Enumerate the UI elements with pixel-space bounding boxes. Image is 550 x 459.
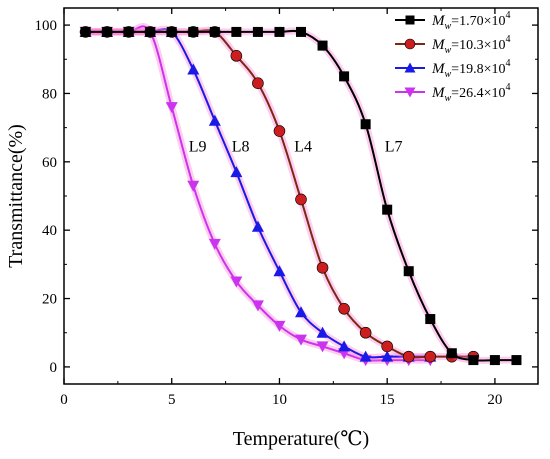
data-point-l7 <box>489 355 500 366</box>
y-tick-label: 60 <box>42 155 57 171</box>
data-point-l9 <box>251 300 264 312</box>
legend-label: Mw=10.3×104 <box>431 34 510 56</box>
data-point-l7 <box>123 26 134 37</box>
data-point-l7 <box>145 26 156 37</box>
data-point-l7 <box>296 26 306 37</box>
series-l7 <box>80 26 522 366</box>
data-point-l8 <box>251 220 264 232</box>
y-tick-label: 80 <box>42 86 57 102</box>
data-point-l7 <box>274 26 285 37</box>
data-point-l4 <box>338 302 350 315</box>
data-point-l9 <box>273 320 286 332</box>
data-point-l7 <box>339 71 350 82</box>
data-point-l8 <box>338 340 351 352</box>
data-point-l8 <box>359 350 372 362</box>
data-point-l9 <box>208 238 221 250</box>
data-point-l4 <box>295 193 307 206</box>
data-point-l7 <box>382 204 393 215</box>
data-point-l4 <box>402 350 415 363</box>
curve-label-l4: L4 <box>294 139 312 156</box>
data-point-l4 <box>230 50 243 62</box>
y-tick-label: 20 <box>42 292 57 308</box>
data-point-l9 <box>165 102 178 114</box>
legend-label: Mw=19.8×104 <box>431 58 510 80</box>
data-point-l7 <box>511 355 522 366</box>
data-point-l7 <box>80 26 91 37</box>
data-point-l8 <box>187 63 200 75</box>
curve-label-l8: L8 <box>232 139 250 156</box>
data-point-l7 <box>188 26 199 37</box>
data-point-l4 <box>381 340 393 353</box>
y-axis-label: Transmittance(%) <box>5 124 27 268</box>
data-point-l8 <box>273 265 286 277</box>
legend: Mw=1.70×104Mw=10.3×104Mw=19.8×104Mw=26.4… <box>395 10 510 104</box>
y-tick-label: 40 <box>42 223 57 239</box>
legend-marker <box>405 15 415 25</box>
data-point-l9 <box>187 180 200 192</box>
series-l4 <box>79 26 480 363</box>
data-point-l7 <box>252 26 263 37</box>
x-axis-label: Temperature(℃) <box>233 428 369 450</box>
data-point-l7 <box>403 266 414 277</box>
legend-marker <box>404 38 416 50</box>
x-tick-label: 15 <box>380 392 395 408</box>
legend-label: Mw=1.70×104 <box>431 10 510 32</box>
data-point-l4 <box>252 77 264 89</box>
legend-marker <box>404 87 416 98</box>
curve-label-l9: L9 <box>189 139 207 156</box>
legend-item-l9: Mw=26.4×104 <box>395 82 510 104</box>
series-layer <box>79 22 522 367</box>
data-point-l8 <box>316 326 329 338</box>
data-point-l9 <box>230 276 243 288</box>
data-point-l7 <box>166 26 177 37</box>
legend-marker <box>404 62 416 73</box>
legend-item-l4: Mw=10.3×104 <box>395 34 510 56</box>
x-tick-label: 5 <box>168 392 176 408</box>
legend-item-l8: Mw=19.8×104 <box>395 58 510 80</box>
tick-marks <box>63 8 538 384</box>
data-point-l4 <box>273 125 286 137</box>
data-point-l8 <box>230 166 243 178</box>
legend-item-l7: Mw=1.70×104 <box>395 10 510 32</box>
data-point-l7 <box>102 26 113 37</box>
data-point-l7 <box>446 348 457 359</box>
x-tick-label: 0 <box>60 392 68 408</box>
legend-label: Mw=26.4×104 <box>431 82 510 104</box>
data-point-l8 <box>381 350 394 362</box>
data-point-l7 <box>209 26 220 37</box>
data-point-l8 <box>208 114 221 126</box>
x-tick-label: 20 <box>487 392 502 408</box>
data-point-l7 <box>317 40 328 51</box>
series-highlight <box>82 26 477 361</box>
y-tick-label: 0 <box>50 360 58 376</box>
data-point-l7 <box>360 119 371 130</box>
data-point-l7 <box>468 355 479 366</box>
data-point-l4 <box>424 350 437 363</box>
data-point-l9 <box>295 334 307 346</box>
data-point-l4 <box>359 326 372 339</box>
curve-labels: L7 L4 L8 L9 <box>189 139 403 156</box>
curve-label-l7: L7 <box>385 139 403 156</box>
series-line <box>85 29 474 359</box>
data-point-l7 <box>425 314 436 325</box>
data-point-l8 <box>295 306 307 318</box>
x-tick-label: 10 <box>272 392 287 408</box>
data-point-l9 <box>316 341 329 353</box>
data-point-l7 <box>231 26 242 37</box>
data-point-l4 <box>316 261 329 274</box>
tick-labels: 0 5 10 15 20 0 20 40 60 80 100 <box>35 18 503 408</box>
y-tick-label: 100 <box>35 18 58 34</box>
